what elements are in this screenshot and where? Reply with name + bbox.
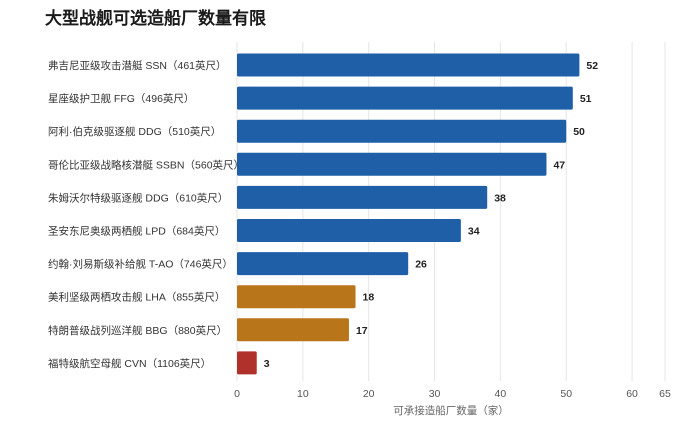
bar (237, 86, 573, 110)
bar (237, 318, 349, 342)
x-tick-label: 30 (429, 388, 441, 400)
value-label: 3 (264, 358, 270, 370)
bar (237, 219, 461, 242)
bar (237, 252, 409, 276)
bar (237, 119, 567, 143)
category-label: 弗吉尼亚级攻击潜艇 SSN（461英尺） (48, 59, 227, 72)
value-label: 18 (363, 292, 375, 304)
chart-title: 大型战舰可选造船厂数量有限 (45, 9, 266, 28)
x-tick-label: 0 (234, 388, 240, 400)
bar (237, 152, 547, 176)
value-label: 47 (553, 159, 565, 171)
value-label: 50 (573, 126, 585, 138)
category-label: 朱姆沃尔特级驱逐舰 DDG（610英尺） (48, 191, 228, 204)
x-tick-label: 50 (560, 388, 572, 400)
category-label: 阿利·伯克级驱逐舰 DDG（510英尺） (48, 125, 221, 138)
value-label: 26 (415, 259, 427, 271)
category-label: 约翰·刘易斯级补给舰 T-AO（746英尺） (48, 258, 233, 271)
x-tick-label: 20 (363, 388, 375, 400)
bar (237, 53, 580, 77)
bar (237, 285, 356, 309)
x-tick-label: 40 (495, 388, 507, 400)
category-label: 特朗普级战列巡洋舰 BBG（880英尺） (48, 324, 227, 337)
category-label: 哥伦比亚级战略核潜艇 SSBN（560英尺） (48, 158, 244, 171)
value-label: 34 (468, 226, 480, 238)
x-tick-labels: 0 10 20 30 40 50 60 65 (234, 388, 671, 400)
value-label: 52 (586, 60, 598, 72)
value-labels: 52 51 50 47 38 34 26 18 17 3 (264, 60, 598, 370)
x-tick-label: 10 (297, 388, 309, 400)
x-tick-label: 65 (659, 388, 671, 400)
x-tick-label: 60 (626, 388, 638, 400)
x-axis-title: 可承接造船厂数量（家） (393, 404, 509, 417)
bar (237, 185, 488, 209)
grid-lines (236, 42, 666, 381)
value-label: 51 (580, 93, 592, 105)
value-label: 17 (356, 325, 368, 337)
bars (237, 53, 580, 375)
category-label: 星座级护卫舰 FFG（496英尺） (48, 92, 194, 105)
category-labels: 弗吉尼亚级攻击潜艇 SSN（461英尺） 星座级护卫舰 FFG（496英尺） 阿利·… (48, 59, 244, 370)
bar (237, 351, 257, 375)
category-label: 美利坚级两栖攻击舰 LHA（855英尺） (48, 291, 225, 304)
category-label: 福特级航空母舰 CVN（1106英尺） (48, 357, 211, 370)
category-label: 圣安东尼奥级两栖舰 LPD（684英尺） (48, 225, 225, 238)
value-label: 38 (494, 192, 506, 204)
